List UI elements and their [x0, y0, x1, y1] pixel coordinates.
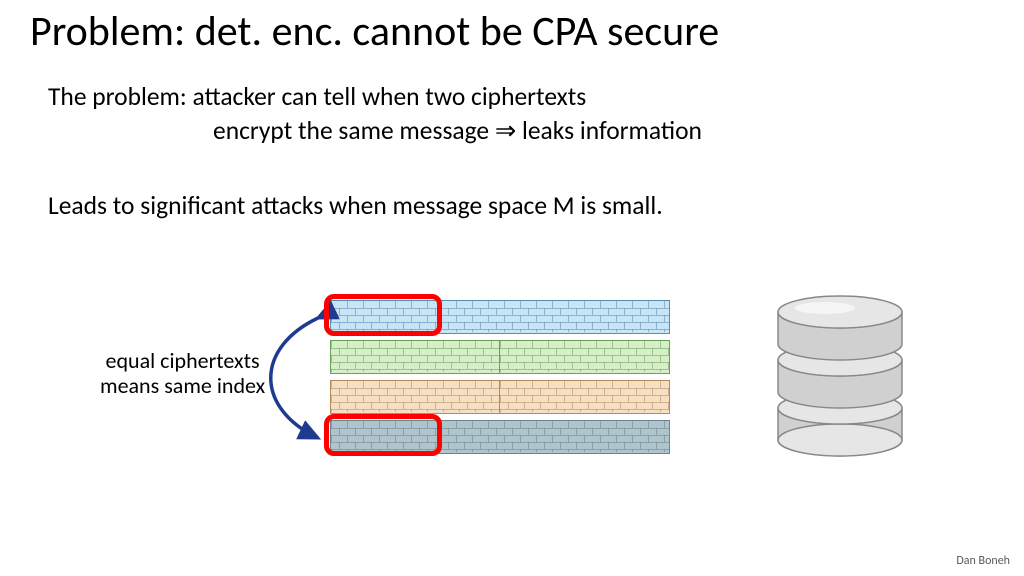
- table-row: [330, 340, 670, 374]
- table-cell: [331, 341, 500, 373]
- slide-title: Problem: det. enc. cannot be CPA secure: [30, 6, 994, 57]
- problem-text: The problem: attacker can tell when two …: [48, 80, 702, 149]
- table-cell: [500, 341, 669, 373]
- table-cell: [331, 421, 440, 453]
- leads-text: Leads to significant attacks when messag…: [48, 190, 663, 221]
- problem-line-2: encrypt the same message ⇒ leaks informa…: [48, 114, 702, 148]
- ciphertext-table: [330, 300, 670, 460]
- label-line-2: means same index: [100, 373, 265, 398]
- table-row: [330, 420, 670, 454]
- table-cell: [331, 301, 440, 333]
- label-line-1: equal ciphertexts: [100, 348, 265, 373]
- table-row: [330, 300, 670, 334]
- equal-ciphertexts-label: equal ciphertexts means same index: [100, 348, 265, 399]
- table-cell: [331, 381, 500, 413]
- author-footer: Dan Boneh: [956, 554, 1010, 568]
- table-row: [330, 380, 670, 414]
- problem-line-1: The problem: attacker can tell when two …: [48, 80, 702, 114]
- table-cell: [440, 301, 669, 333]
- table-cell: [440, 421, 669, 453]
- database-icon: [770, 290, 910, 460]
- table-cell: [500, 381, 669, 413]
